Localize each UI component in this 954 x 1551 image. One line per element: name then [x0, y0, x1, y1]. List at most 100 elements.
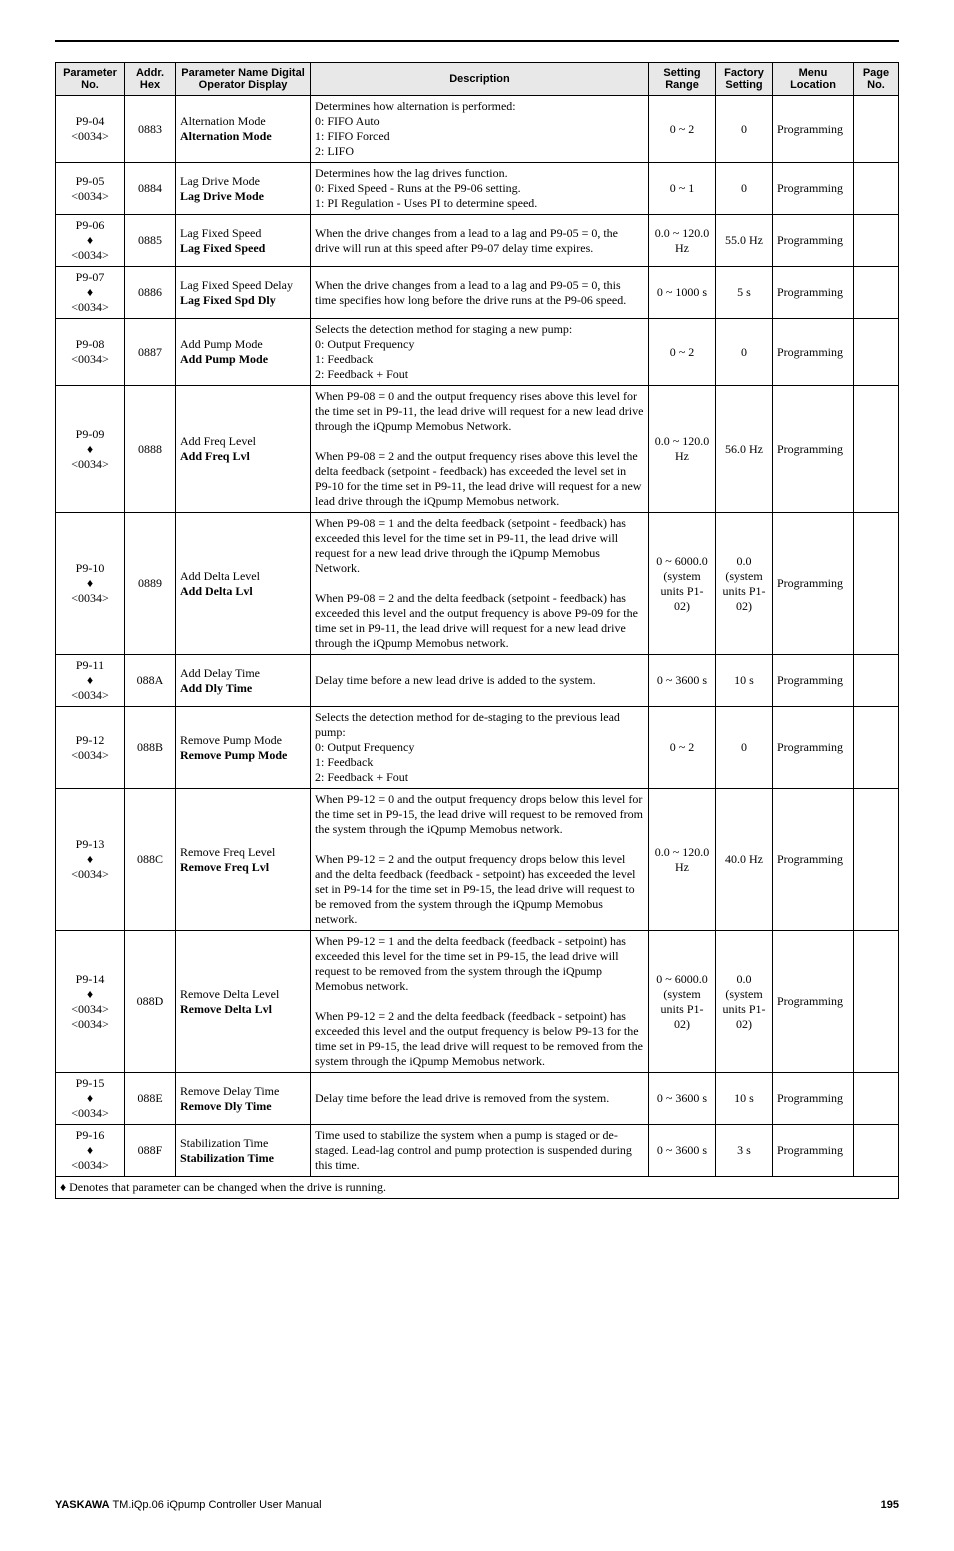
- cell-name: Add Pump ModeAdd Pump Mode: [176, 319, 311, 386]
- cell-factory: 0: [716, 96, 773, 163]
- table-row: P9-09♦<0034>0888Add Freq LevelAdd Freq L…: [56, 386, 899, 513]
- cell-menu: Programming: [773, 267, 854, 319]
- cell-paramno: P9-15♦<0034>: [56, 1073, 125, 1125]
- cell-menu: Programming: [773, 655, 854, 707]
- cell-paramno: P9-09♦<0034>: [56, 386, 125, 513]
- cell-desc: Determines how alternation is performed:…: [311, 96, 649, 163]
- cell-range: 0 ~ 2: [649, 96, 716, 163]
- cell-desc: When P9-08 = 1 and the delta feedback (s…: [311, 513, 649, 655]
- header-menu: Menu Location: [773, 63, 854, 96]
- cell-name: Stabilization TimeStabilization Time: [176, 1125, 311, 1177]
- cell-factory: 56.0 Hz: [716, 386, 773, 513]
- cell-page: [854, 931, 899, 1073]
- cell-name: Remove Delta LevelRemove Delta Lvl: [176, 931, 311, 1073]
- cell-addr: 088A: [125, 655, 176, 707]
- header-factory: Factory Setting: [716, 63, 773, 96]
- cell-paramno: P9-10♦<0034>: [56, 513, 125, 655]
- cell-factory: 5 s: [716, 267, 773, 319]
- cell-name: Remove Delay TimeRemove Dly Time: [176, 1073, 311, 1125]
- cell-addr: 088E: [125, 1073, 176, 1125]
- cell-addr: 088D: [125, 931, 176, 1073]
- cell-paramno: P9-16♦<0034>: [56, 1125, 125, 1177]
- cell-name: Add Freq LevelAdd Freq Lvl: [176, 386, 311, 513]
- cell-addr: 088F: [125, 1125, 176, 1177]
- cell-range: 0 ~ 2: [649, 319, 716, 386]
- cell-page: [854, 163, 899, 215]
- header-range: Setting Range: [649, 63, 716, 96]
- table-row: P9-05<0034>0884Lag Drive ModeLag Drive M…: [56, 163, 899, 215]
- table-row: P9-07♦<0034>0886Lag Fixed Speed DelayLag…: [56, 267, 899, 319]
- cell-factory: 0: [716, 319, 773, 386]
- cell-paramno: P9-04<0034>: [56, 96, 125, 163]
- cell-factory: 0: [716, 163, 773, 215]
- cell-name: Add Delay TimeAdd Dly Time: [176, 655, 311, 707]
- cell-page: [854, 96, 899, 163]
- cell-desc: When P9-12 = 0 and the output frequency …: [311, 789, 649, 931]
- cell-addr: 0885: [125, 215, 176, 267]
- cell-range: 0 ~ 1: [649, 163, 716, 215]
- table-row: P9-15♦<0034>088ERemove Delay TimeRemove …: [56, 1073, 899, 1125]
- cell-name: Lag Fixed SpeedLag Fixed Speed: [176, 215, 311, 267]
- table-row: P9-16♦<0034>088FStabilization TimeStabil…: [56, 1125, 899, 1177]
- cell-menu: Programming: [773, 1073, 854, 1125]
- cell-addr: 0889: [125, 513, 176, 655]
- cell-paramno: P9-06♦<0034>: [56, 215, 125, 267]
- cell-menu: Programming: [773, 513, 854, 655]
- cell-addr: 088C: [125, 789, 176, 931]
- cell-range: 0 ~ 6000.0 (system units P1-02): [649, 931, 716, 1073]
- cell-paramno: P9-12<0034>: [56, 707, 125, 789]
- footer-left: YASKAWA TM.iQp.06 iQpump Controller User…: [55, 1499, 322, 1511]
- cell-range: 0 ~ 3600 s: [649, 655, 716, 707]
- cell-range: 0 ~ 2: [649, 707, 716, 789]
- cell-desc: Delay time before the lead drive is remo…: [311, 1073, 649, 1125]
- table-row: P9-08<0034>0887Add Pump ModeAdd Pump Mod…: [56, 319, 899, 386]
- cell-desc: Selects the detection method for de-stag…: [311, 707, 649, 789]
- table-row: P9-04<0034>0883Alternation ModeAlternati…: [56, 96, 899, 163]
- header-paramno: Parameter No.: [56, 63, 125, 96]
- cell-name: Add Delta LevelAdd Delta Lvl: [176, 513, 311, 655]
- cell-page: [854, 707, 899, 789]
- cell-desc: Selects the detection method for staging…: [311, 319, 649, 386]
- cell-name: Remove Freq LevelRemove Freq Lvl: [176, 789, 311, 931]
- cell-factory: 10 s: [716, 655, 773, 707]
- cell-menu: Programming: [773, 386, 854, 513]
- cell-paramno: P9-14♦<0034><0034>: [56, 931, 125, 1073]
- cell-name: Alternation ModeAlternation Mode: [176, 96, 311, 163]
- cell-page: [854, 386, 899, 513]
- cell-paramno: P9-11♦<0034>: [56, 655, 125, 707]
- cell-factory: 0.0 (system units P1-02): [716, 513, 773, 655]
- cell-page: [854, 655, 899, 707]
- cell-desc: When the drive changes from a lead to a …: [311, 215, 649, 267]
- cell-factory: 55.0 Hz: [716, 215, 773, 267]
- cell-range: 0.0 ~ 120.0 Hz: [649, 215, 716, 267]
- cell-page: [854, 1073, 899, 1125]
- cell-menu: Programming: [773, 789, 854, 931]
- header-page: Page No.: [854, 63, 899, 96]
- cell-addr: 0883: [125, 96, 176, 163]
- cell-name: Lag Fixed Speed DelayLag Fixed Spd Dly: [176, 267, 311, 319]
- cell-range: 0.0 ~ 120.0 Hz: [649, 789, 716, 931]
- table-row: P9-11♦<0034>088AAdd Delay TimeAdd Dly Ti…: [56, 655, 899, 707]
- cell-desc: Determines how the lag drives function.0…: [311, 163, 649, 215]
- cell-paramno: P9-07♦<0034>: [56, 267, 125, 319]
- cell-desc: Time used to stabilize the system when a…: [311, 1125, 649, 1177]
- cell-addr: 0886: [125, 267, 176, 319]
- cell-addr: 0888: [125, 386, 176, 513]
- top-rule: [55, 40, 899, 42]
- cell-menu: Programming: [773, 931, 854, 1073]
- cell-name: Remove Pump ModeRemove Pump Mode: [176, 707, 311, 789]
- footnote-row: ♦ Denotes that parameter can be changed …: [56, 1177, 899, 1199]
- footer-brand: YASKAWA: [55, 1499, 110, 1511]
- cell-menu: Programming: [773, 707, 854, 789]
- header-addr: Addr. Hex: [125, 63, 176, 96]
- cell-factory: 40.0 Hz: [716, 789, 773, 931]
- cell-addr: 0887: [125, 319, 176, 386]
- table-row: P9-06♦<0034>0885Lag Fixed SpeedLag Fixed…: [56, 215, 899, 267]
- cell-desc: When P9-08 = 0 and the output frequency …: [311, 386, 649, 513]
- cell-factory: 3 s: [716, 1125, 773, 1177]
- footer-doc: TM.iQp.06 iQpump Controller User Manual: [110, 1499, 322, 1511]
- cell-desc: Delay time before a new lead drive is ad…: [311, 655, 649, 707]
- table-body: P9-04<0034>0883Alternation ModeAlternati…: [56, 96, 899, 1177]
- page-footer: YASKAWA TM.iQp.06 iQpump Controller User…: [55, 1499, 899, 1511]
- cell-name: Lag Drive ModeLag Drive Mode: [176, 163, 311, 215]
